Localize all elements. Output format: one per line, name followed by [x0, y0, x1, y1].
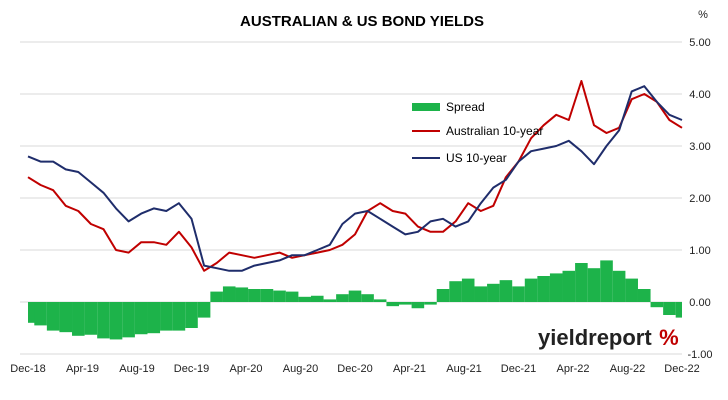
x-axis-ticks: Dec-18 Apr-19 Aug-19 Dec-19 Apr-20 Aug-20 Dec-… [10, 363, 699, 375]
spread-bar [587, 268, 601, 302]
spread-bar [97, 302, 110, 339]
chart-title: AUSTRALIAN & US BOND YIELDS [240, 13, 484, 30]
spread-bar [449, 281, 462, 302]
spread-bar [84, 302, 98, 335]
spread-bar [549, 273, 563, 302]
y-tick-label: 3.00 [689, 141, 710, 153]
x-tick-label: Apr-21 [393, 363, 426, 375]
y-tick-label: 0.00 [689, 297, 710, 309]
y-tick-label: 5.00 [689, 37, 710, 49]
spread-bar [562, 270, 576, 302]
spread-bar [474, 286, 488, 302]
spread-bar [122, 302, 135, 338]
x-tick-label: Apr-22 [556, 363, 589, 375]
spread-bar [625, 278, 638, 302]
spread-bar [524, 278, 538, 302]
yieldreport-logo: yieldreport % [538, 325, 679, 350]
x-tick-label: Dec-21 [501, 363, 536, 375]
x-tick-label: Apr-19 [66, 363, 99, 375]
spread-bar [575, 263, 588, 302]
legend-swatch-spread [412, 103, 440, 111]
legend-label-australian: Australian 10-year [446, 124, 543, 138]
x-tick-label: Apr-20 [229, 363, 262, 375]
y-tick-label: 2.00 [689, 193, 710, 205]
spread-bar [147, 302, 161, 334]
spread-bar [273, 290, 286, 302]
x-tick-label: Dec-19 [174, 363, 209, 375]
x-tick-label: Dec-22 [664, 363, 699, 375]
spread-bar [436, 289, 450, 302]
spread-bar [537, 276, 550, 302]
australian-10-year-line [27, 80, 683, 272]
spread-bar [663, 302, 676, 315]
spread-bar [487, 283, 500, 302]
spread-bar [361, 294, 374, 302]
legend: Spread Australian 10-year US 10-year [412, 100, 543, 165]
spread-bar [348, 290, 362, 302]
spread-bar [235, 287, 249, 302]
spread-bar [260, 289, 274, 302]
svg-text:yieldreport %: yieldreport % [538, 325, 679, 350]
spread-bar [298, 296, 311, 302]
y-tick-label: 1.00 [689, 245, 710, 257]
spread-bar [612, 270, 626, 302]
spread-bar [386, 302, 400, 307]
spread-bar [172, 302, 186, 331]
x-tick-label: Aug-19 [119, 363, 154, 375]
y-axis-unit: % [698, 9, 708, 21]
legend-label-spread: Spread [446, 100, 485, 114]
spread-bar [399, 302, 412, 305]
spread-bar [59, 302, 73, 333]
spread-bar [650, 302, 664, 308]
spread-bar [109, 302, 123, 340]
x-tick-label: Dec-20 [337, 363, 372, 375]
spread-bar [336, 294, 349, 302]
spread-bar [197, 302, 211, 318]
spread-bar [285, 291, 299, 302]
spread-bar [46, 302, 60, 331]
spread-bar [600, 260, 613, 302]
spread-bar [34, 302, 47, 326]
x-tick-label: Aug-20 [283, 363, 318, 375]
spread-bar [210, 291, 223, 302]
spread-bar [637, 289, 651, 302]
spread-bar [160, 302, 173, 331]
spread-bar [512, 286, 525, 302]
us-10-year-line [27, 85, 683, 272]
spread-bar [185, 302, 198, 328]
spread-bar [675, 302, 682, 318]
logo-text: yieldreport [538, 325, 652, 350]
x-tick-label: Dec-18 [10, 363, 45, 375]
spread-bar [72, 302, 85, 336]
series-lines [27, 80, 683, 272]
spread-bar [499, 280, 513, 302]
spread-bar [461, 278, 475, 302]
spread-bar [373, 299, 387, 302]
x-tick-label: Aug-21 [446, 363, 481, 375]
x-tick-label: Aug-22 [610, 363, 645, 375]
spread-bar [424, 302, 437, 305]
spread-bar [310, 295, 324, 302]
y-axis-ticks: 5.00 4.00 3.00 2.00 1.00 0.00 -1.00 [687, 37, 712, 361]
y-tick-label: 4.00 [689, 89, 710, 101]
legend-label-us: US 10-year [446, 151, 507, 165]
spread-bar [411, 302, 425, 309]
spread-bars [28, 260, 682, 340]
spread-bar [134, 302, 148, 335]
spread-bar [323, 299, 337, 302]
spread-bar [248, 289, 261, 302]
y-tick-label: -1.00 [687, 349, 712, 361]
logo-percent-mark: % [659, 325, 679, 350]
spread-bar [222, 286, 236, 302]
